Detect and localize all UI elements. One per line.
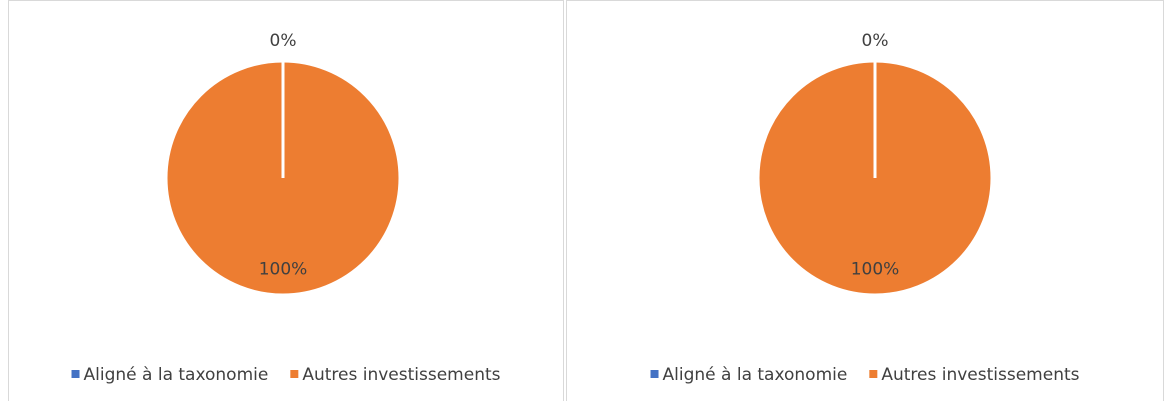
legend-label: Autres investissements — [302, 365, 500, 385]
data-label: 100% — [851, 259, 900, 279]
data-label: 0% — [270, 31, 297, 51]
data-label: 0% — [862, 31, 889, 51]
legend-label: Autres investissements — [881, 365, 1079, 385]
data-label: 100% — [259, 259, 308, 279]
legend-swatch — [869, 370, 878, 378]
legend-label: Aligné à la taxonomie — [663, 365, 848, 385]
legend-swatch — [71, 370, 80, 378]
legend-swatch — [290, 370, 299, 378]
legend-label: Aligné à la taxonomie — [84, 365, 269, 385]
legend-swatch — [650, 370, 659, 378]
